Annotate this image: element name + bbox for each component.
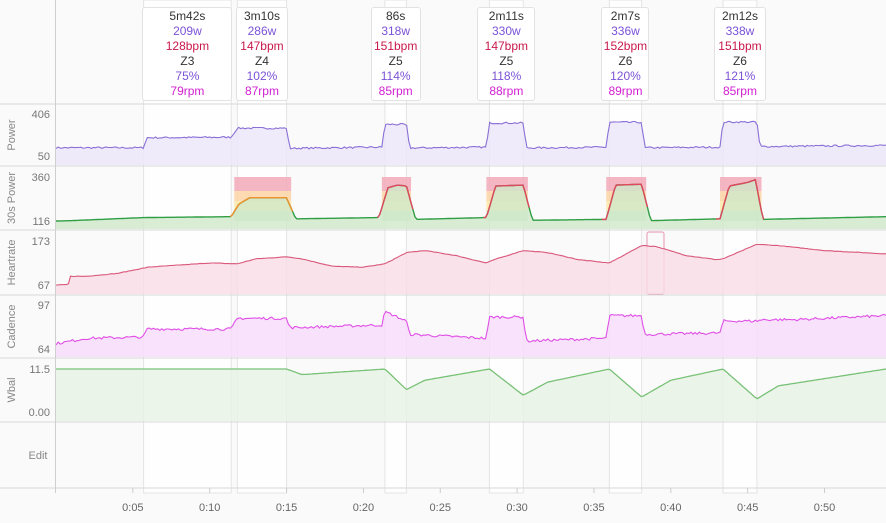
interval-duration: 2m12s <box>721 9 758 23</box>
zone-outline <box>377 184 414 219</box>
zone-outline <box>601 183 649 221</box>
y-min-label: 116 <box>32 216 50 228</box>
y-max-label: 406 <box>32 109 50 121</box>
series-area <box>56 369 886 421</box>
series-line <box>55 120 886 150</box>
interval-pct: 120% <box>610 69 641 83</box>
interval-pct: 75% <box>175 69 200 83</box>
x-tick-label: 0:45 <box>737 502 758 514</box>
x-tick-label: 0:35 <box>583 502 604 514</box>
interval-card[interactable]: 2m12s 338w 151bpm Z6 121% 85rpm <box>713 7 766 101</box>
interval-card[interactable]: 2m11s 330w 147bpm Z5 118% 88rpm <box>477 7 536 101</box>
x-tick-label: 0:20 <box>353 502 374 514</box>
series-area <box>56 244 886 294</box>
zone-band <box>234 177 292 191</box>
interval-duration: 2m7s <box>610 9 641 23</box>
interval-zone: Z5 <box>388 54 403 68</box>
x-tick-label: 0:10 <box>199 502 220 514</box>
zone-outline <box>715 178 765 220</box>
x-tick-label: 0:30 <box>506 502 527 514</box>
y-min-label: 67 <box>38 280 50 292</box>
interval-zone: Z5 <box>499 54 514 68</box>
interval-pct: 114% <box>380 69 411 83</box>
interval-cadence: 87rpm <box>244 84 279 98</box>
interval-duration: 3m10s <box>243 9 280 23</box>
y-max-label: 360 <box>32 172 50 184</box>
interval-cadence: 88rpm <box>489 84 524 98</box>
interval-duration: 86s <box>385 9 406 23</box>
zone-outline <box>483 184 530 219</box>
interval-power: 330w <box>492 24 521 38</box>
interval-hr: 152bpm <box>603 39 648 53</box>
zone-outline <box>229 197 294 218</box>
y-max-label: 11.5 <box>29 364 50 376</box>
interval-zone: Z6 <box>732 54 747 68</box>
interval-cadence: 85rpm <box>722 84 757 98</box>
interval-cadence: 85rpm <box>378 84 413 98</box>
interval-zone: Z4 <box>254 54 269 68</box>
interval-hr: 151bpm <box>718 39 762 53</box>
interval-hr: 147bpm <box>240 39 284 53</box>
series-area <box>56 179 886 229</box>
x-tick-label: 0:25 <box>430 502 451 514</box>
series-line <box>56 368 886 400</box>
x-tick-label: 0:15 <box>276 502 297 514</box>
interval-hr: 128bpm <box>165 39 210 53</box>
interval-pct: 118% <box>491 69 522 83</box>
panel-label: Wbal <box>6 377 18 402</box>
panel-label: Power <box>6 119 18 151</box>
interval-power: 338w <box>725 24 755 38</box>
panel-label: Edit <box>29 450 48 462</box>
interval-power: 336w <box>611 24 640 38</box>
y-min-label: 64 <box>38 344 50 356</box>
zone-band <box>234 191 292 201</box>
interval-zone: Z3 <box>180 54 195 68</box>
panel-label: Heartrate <box>6 240 18 286</box>
interval-card[interactable]: 3m10s 286w 147bpm Z4 102% 87rpm <box>235 7 288 101</box>
x-tick-label: 0:05 <box>122 502 143 514</box>
series-line <box>55 243 886 286</box>
x-tick-label: 0:50 <box>814 502 835 514</box>
interval-pct: 121% <box>724 69 756 83</box>
interval-duration: 2m11s <box>488 9 524 23</box>
interval-zone: Z6 <box>618 54 633 68</box>
series-line <box>55 310 886 346</box>
panel-label: Cadence <box>6 304 18 348</box>
interval-card[interactable]: 2m7s 336w 152bpm Z6 120% 89rpm <box>601 7 650 101</box>
panel-label: 30s Power <box>6 172 18 224</box>
interval-power: 209w <box>173 24 202 38</box>
x-tick-label: 0:40 <box>660 502 681 514</box>
interval-duration: 5m42s <box>169 9 206 23</box>
interval-card[interactable]: 86s 318w 151bpm Z5 114% 85rpm <box>370 7 421 101</box>
y-min-label: 50 <box>38 151 50 163</box>
interval-card[interactable]: 5m42s 209w 128bpm Z3 75% 79rpm <box>142 7 233 101</box>
interval-hr: 151bpm <box>373 39 418 53</box>
interval-cadence: 79rpm <box>170 84 205 98</box>
series-area <box>56 121 886 165</box>
y-max-label: 173 <box>32 236 50 248</box>
y-max-label: 97 <box>38 300 50 312</box>
y-min-label: 0.00 <box>29 407 50 419</box>
interval-hr: 147bpm <box>484 39 529 53</box>
interval-power: 318w <box>381 24 411 38</box>
interval-pct: 102% <box>246 69 278 83</box>
interval-power: 286w <box>247 24 277 38</box>
series-area <box>56 311 886 357</box>
interval-cadence: 89rpm <box>608 84 643 98</box>
